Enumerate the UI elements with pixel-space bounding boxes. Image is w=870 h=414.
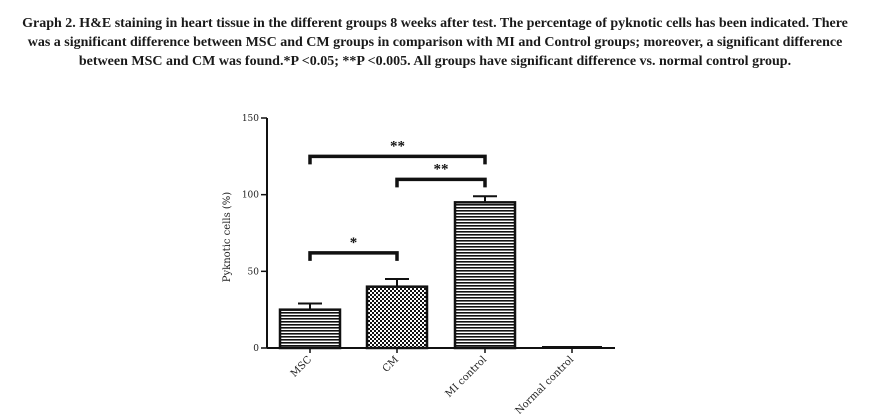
bar	[453, 201, 517, 350]
y-ticks: 0 50 100 150	[242, 114, 267, 354]
x-tick-label: MI control	[444, 354, 490, 400]
y-tick-label: 50	[248, 267, 260, 277]
significance-bracket	[395, 177, 487, 188]
y-tick-label: 0	[253, 344, 259, 354]
significance-bracket	[308, 154, 487, 165]
bar	[278, 308, 342, 350]
bars	[278, 201, 602, 350]
bar	[365, 285, 429, 350]
significance-bracket	[308, 251, 399, 261]
x-tick-label: CM	[381, 354, 401, 374]
significance-label: **	[434, 161, 449, 177]
y-tick-label: 100	[242, 191, 259, 201]
significance-label: *	[350, 235, 358, 251]
x-tick-label: MSC	[289, 354, 315, 380]
x-tick-label: Normal control	[514, 354, 577, 414]
x-tick-labels: MSC CM MI control Normal control	[289, 348, 576, 414]
significance-brackets: *****	[308, 138, 487, 261]
figure-caption: Graph 2. H&E staining in heart tissue in…	[22, 16, 848, 69]
significance-label: **	[390, 138, 405, 154]
error-bars	[298, 195, 497, 310]
y-axis-label: Pyknotic cells (%)	[222, 192, 233, 283]
y-tick-label: 150	[242, 114, 259, 124]
